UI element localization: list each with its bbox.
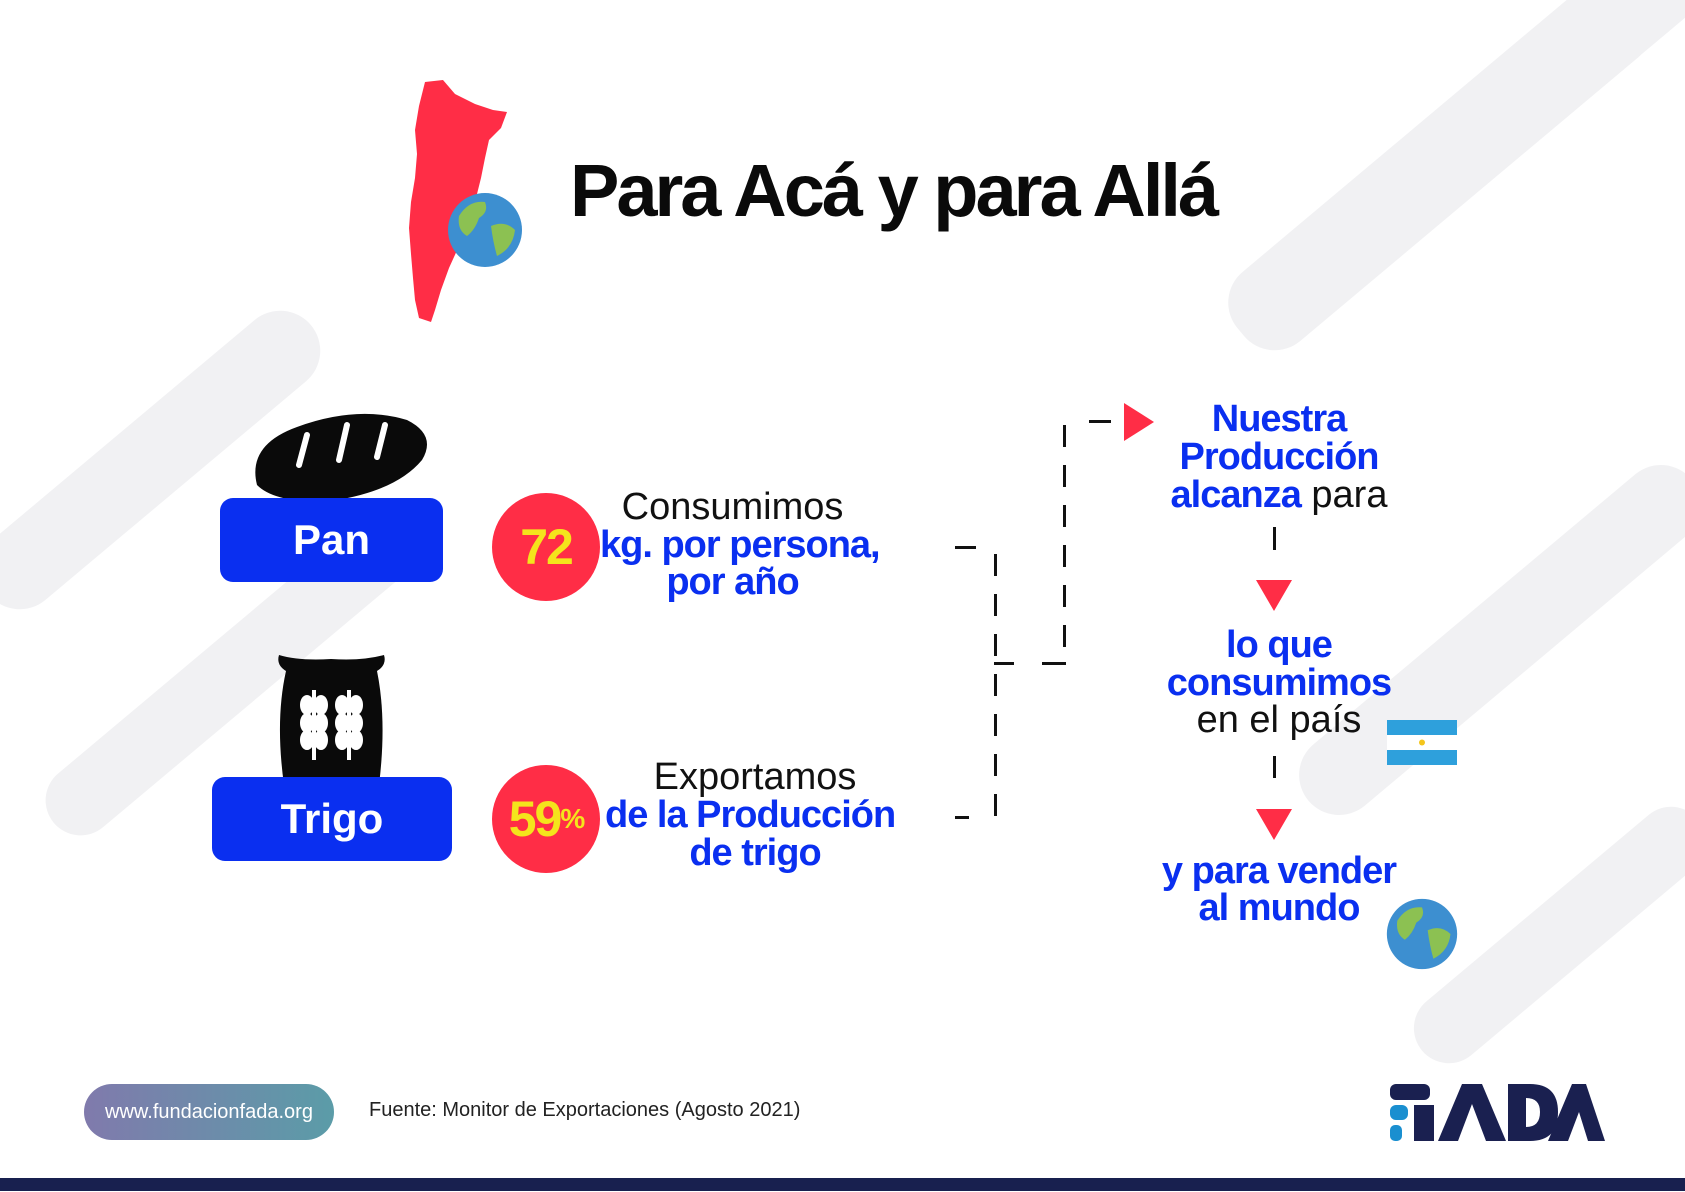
flow-step2: lo que [1226,624,1333,666]
flow-step3: al mundo [1198,887,1361,929]
connector-dash [955,546,976,549]
globe-icon [1386,898,1458,970]
flow-step1: Producción [1179,436,1379,478]
flow-step2: en el país [1196,699,1362,741]
stat-unit: % [560,803,585,834]
flow-step2: consumimos [1166,662,1392,704]
flow-normal: para [1300,474,1388,516]
flow-step3: y para vender [1161,850,1397,892]
footer-bar [0,1178,1685,1191]
stat-circle-72: 72 [492,493,600,601]
connector-vertical [994,554,997,819]
pan-label: Pan [220,498,443,582]
argentina-flag-icon [1387,720,1457,765]
stat-value: 72 [520,519,574,575]
stat-line: kg. por persona, [600,524,881,566]
connector-dash [955,816,969,819]
connector-dash [1273,756,1276,778]
stat-value: 59 [508,791,563,847]
page-title: Para Acá y para Allá [570,149,1219,232]
flow-step1: Nuestra [1211,398,1348,440]
argentina-map-icon [409,80,507,322]
source-note: Fuente: Monitor de Exportaciones (Agosto… [369,1099,801,1121]
arrow-right-icon [1124,403,1154,441]
website-link[interactable]: www.fundacionfada.org [84,1084,334,1140]
wheat-sack-icon [278,655,385,785]
arrow-down-icon [1256,809,1292,840]
stat-circle-59: 59% [492,765,600,873]
stat-line: de la Producción [605,794,896,836]
connector-dash [1042,662,1066,665]
fada-logo [1390,1084,1605,1141]
stat-line: Exportamos [653,756,857,798]
globe-icon [448,193,522,267]
trigo-label: Trigo [212,777,452,861]
stat-line: por año [666,561,799,603]
arrow-down-icon [1256,580,1292,611]
flow-step1: alcanza para [1109,476,1449,514]
stat-line: Consumimos [621,486,844,528]
connector-vertical [1063,425,1066,647]
connector-dash [1273,527,1276,550]
bread-icon [255,413,427,501]
connector-dash [1089,420,1111,423]
stat-line: de trigo [689,832,821,874]
flow-bold: alcanza [1170,474,1302,516]
connector-dash [994,662,1014,665]
